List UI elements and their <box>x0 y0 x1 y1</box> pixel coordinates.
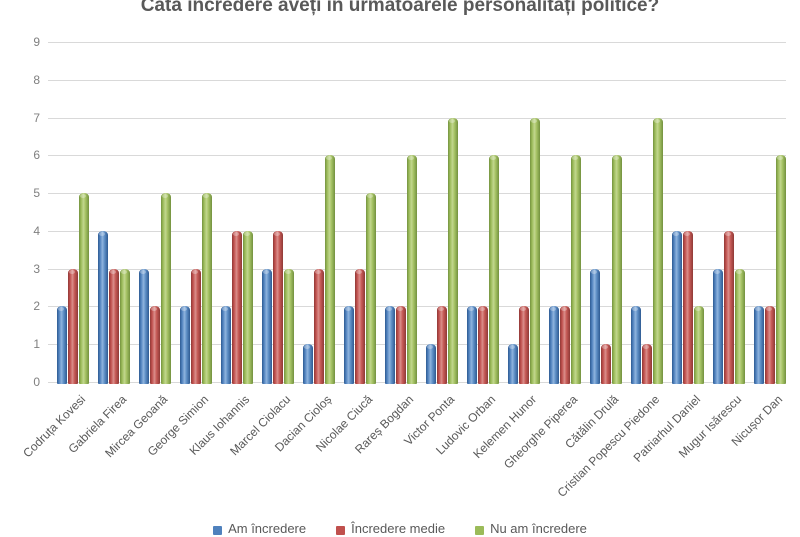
bar-blue <box>713 269 723 384</box>
bar-blue <box>139 269 149 384</box>
bar-blue <box>262 269 272 384</box>
bar-red <box>724 231 734 384</box>
bar-red <box>560 306 570 384</box>
legend-item: Am încredere <box>213 521 306 537</box>
bar-green <box>407 155 417 384</box>
y-axis-tick-label: 9 <box>33 35 40 49</box>
bar-red <box>478 306 488 384</box>
gridline <box>48 80 786 81</box>
bar-red <box>601 344 611 384</box>
bar-blue <box>221 306 231 384</box>
gridline <box>48 382 786 383</box>
bar-blue <box>631 306 641 384</box>
y-axis-tick-label: 2 <box>33 299 40 313</box>
bar-green <box>284 269 294 384</box>
bar-red <box>765 306 775 384</box>
legend-item: Încredere medie <box>336 521 445 537</box>
y-axis-tick-label: 1 <box>33 337 40 351</box>
bar-green <box>120 269 130 384</box>
bar-green <box>448 118 458 384</box>
bar-green <box>776 155 786 384</box>
bar-green <box>243 231 253 384</box>
bar-green <box>735 269 745 384</box>
green-legend-swatch-icon <box>475 526 485 535</box>
bar-blue <box>303 344 313 384</box>
bar-blue <box>385 306 395 384</box>
bar-green <box>79 193 89 384</box>
bar-red <box>68 269 78 384</box>
legend-item: Nu am încredere <box>475 521 587 537</box>
y-axis-tick-label: 8 <box>33 73 40 87</box>
bar-red <box>232 231 242 384</box>
red-legend-swatch-icon <box>336 526 346 535</box>
bar-red <box>191 269 201 384</box>
bar-blue <box>549 306 559 384</box>
y-axis-tick-label: 3 <box>33 262 40 276</box>
chart-title: Câtă încredere aveți în următoarele pers… <box>140 0 660 16</box>
legend-label: Încredere medie <box>351 521 446 536</box>
bar-green <box>202 193 212 384</box>
bar-green <box>571 155 581 384</box>
gridline <box>48 155 786 156</box>
legend-label: Nu am încredere <box>490 521 587 536</box>
gridline <box>48 118 786 119</box>
gridline <box>48 344 786 345</box>
bar-red <box>683 231 693 384</box>
bar-red <box>109 269 119 384</box>
gridline <box>48 231 786 232</box>
bar-red <box>642 344 652 384</box>
legend: Am încredere Încredere medie Nu am încrede… <box>0 521 800 537</box>
bar-green <box>366 193 376 384</box>
y-axis-tick-label: 6 <box>33 148 40 162</box>
bar-red <box>314 269 324 384</box>
bar-green <box>161 193 171 384</box>
bar-red <box>150 306 160 384</box>
bar-blue <box>754 306 764 384</box>
bar-red <box>396 306 406 384</box>
gridline <box>48 42 786 43</box>
bar-blue <box>98 231 108 384</box>
bar-red <box>437 306 447 384</box>
y-axis-tick-label: 0 <box>33 375 40 389</box>
bar-blue <box>57 306 67 384</box>
legend-label: Am încredere <box>228 521 307 536</box>
bar-blue <box>467 306 477 384</box>
gridline <box>48 193 786 194</box>
gridline <box>48 269 786 270</box>
bar-blue <box>508 344 518 384</box>
gridline <box>48 306 786 307</box>
bar-red <box>273 231 283 384</box>
bar-green <box>612 155 622 384</box>
bar-blue <box>180 306 190 384</box>
bar-green <box>694 306 704 384</box>
bar-green <box>530 118 540 384</box>
y-axis-tick-label: 7 <box>33 111 40 125</box>
bar-green <box>325 155 335 384</box>
y-axis-tick-label: 4 <box>33 224 40 238</box>
y-axis-tick-label: 5 <box>33 186 40 200</box>
bar-green <box>653 118 663 384</box>
bar-blue <box>426 344 436 384</box>
bar-blue <box>344 306 354 384</box>
bar-red <box>519 306 529 384</box>
bar-red <box>355 269 365 384</box>
bar-blue <box>590 269 600 384</box>
blue-legend-swatch-icon <box>213 526 223 535</box>
bar-green <box>489 155 499 384</box>
bar-blue <box>672 231 682 384</box>
